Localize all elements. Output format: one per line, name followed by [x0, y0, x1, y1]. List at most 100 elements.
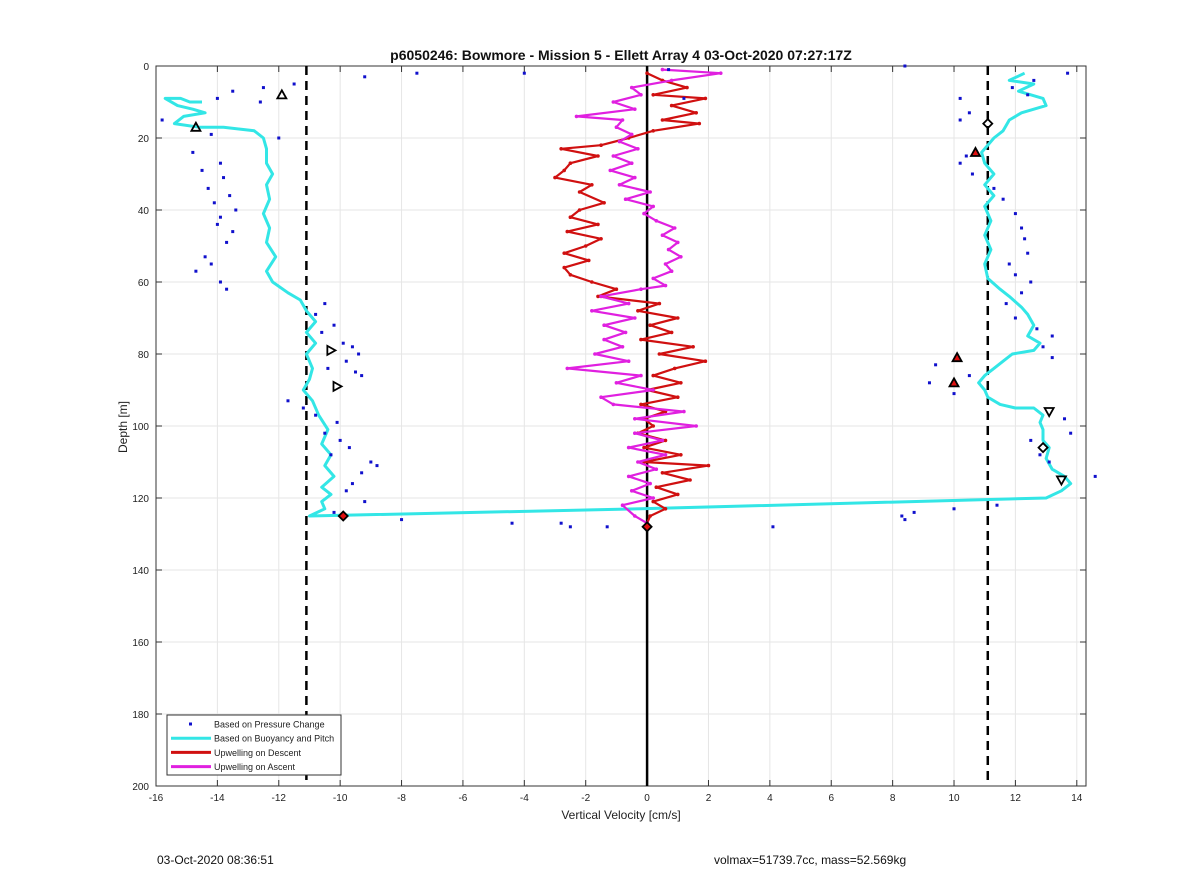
- ascent-point: [636, 460, 640, 464]
- pressure-point: [326, 366, 330, 370]
- plot-frame: [155, 65, 1087, 787]
- event-marker: [337, 510, 350, 522]
- pressure-point: [301, 406, 305, 410]
- pressure-point: [314, 413, 318, 417]
- descent-point: [675, 492, 680, 497]
- x-tick-label: -14: [210, 793, 225, 804]
- ascent-point: [642, 211, 646, 216]
- ascent-point: [620, 118, 625, 122]
- event-marker: [1037, 441, 1049, 454]
- event-marker: [947, 376, 961, 388]
- pressure-point: [958, 161, 962, 165]
- pressure-point: [1069, 431, 1073, 435]
- pressure-point: [332, 510, 336, 514]
- ascent-point: [593, 352, 597, 356]
- ascent-point: [574, 114, 579, 119]
- descent-point: [602, 201, 606, 205]
- markers-layer: [189, 88, 1068, 533]
- ascent-point: [651, 496, 656, 500]
- series-layer: [160, 64, 1097, 529]
- y-tick-label: 60: [138, 278, 150, 289]
- descent-point: [679, 381, 683, 385]
- chart-title: p6050246: Bowmore - Mission 5 - Ellett A…: [390, 47, 852, 63]
- pressure-point: [231, 89, 235, 93]
- x-tick-label: 8: [890, 793, 896, 804]
- pressure-point: [903, 518, 907, 522]
- y-tick-label: 0: [143, 62, 149, 73]
- pressure-point: [964, 154, 968, 158]
- pressure-point: [967, 111, 971, 115]
- y-tick-label: 120: [132, 494, 149, 505]
- ascent-point: [599, 395, 603, 400]
- descent-point: [583, 244, 588, 248]
- descent-point: [669, 330, 674, 335]
- descent-point: [565, 229, 570, 234]
- pressure-point: [967, 374, 971, 378]
- legend-box: [166, 714, 342, 776]
- pressure-point: [160, 118, 164, 122]
- ascent-point: [672, 226, 677, 230]
- pressure-point: [314, 312, 318, 316]
- ascent-point: [660, 233, 665, 237]
- ascent-point: [620, 345, 625, 349]
- event-marker: [641, 521, 653, 533]
- ascent-point: [651, 204, 656, 209]
- pressure-point: [1013, 316, 1017, 320]
- footer-timestamp: 03-Oct-2020 08:36:51: [157, 853, 274, 867]
- ascent-point: [626, 445, 631, 450]
- descent-point: [679, 453, 683, 457]
- x-tick-label: 2: [706, 793, 712, 804]
- pressure-point: [218, 161, 222, 165]
- descent-point: [577, 208, 582, 212]
- pressure-point: [1050, 334, 1054, 338]
- x-tick-label: 12: [1010, 793, 1022, 804]
- x-tick-label: -6: [458, 793, 467, 804]
- ascent-point: [623, 330, 628, 335]
- ascent-point: [654, 467, 659, 472]
- ascent-point: [633, 107, 637, 111]
- descent-point: [694, 111, 698, 115]
- descent-point: [559, 147, 563, 151]
- descent-point: [648, 323, 652, 328]
- descent-point: [596, 222, 600, 227]
- pressure-point: [261, 86, 265, 90]
- pressure-point: [1029, 438, 1033, 442]
- ascent-point: [590, 309, 594, 313]
- pressure-point: [415, 71, 419, 75]
- ascent-point: [679, 254, 683, 259]
- x-tick-label: 6: [828, 793, 834, 804]
- pressure-point: [1047, 460, 1051, 464]
- descent-point: [596, 294, 600, 299]
- pressure-point: [400, 518, 404, 522]
- ascent-point: [648, 190, 652, 194]
- pressure-point: [1010, 86, 1014, 90]
- pressure-point: [1013, 212, 1017, 216]
- pressure-point: [215, 222, 219, 226]
- ascent-point: [614, 125, 619, 129]
- series-pressure: [160, 64, 1097, 529]
- pressure-point: [215, 96, 219, 100]
- ascent-point: [626, 474, 631, 479]
- descent-point: [691, 345, 695, 349]
- descent-point: [568, 161, 573, 165]
- descent-point: [660, 471, 665, 475]
- descent-point: [614, 287, 619, 292]
- pressure-point: [1035, 327, 1039, 331]
- event-marker: [326, 344, 338, 357]
- ascent-point: [629, 132, 634, 137]
- ascent-point: [629, 85, 634, 90]
- pressure-point: [347, 446, 351, 450]
- x-tick-label: -8: [397, 793, 406, 804]
- pressure-point: [952, 507, 956, 511]
- ascent-point: [599, 294, 603, 299]
- descent-point: [586, 258, 591, 263]
- pressure-point: [1001, 197, 1005, 201]
- ascent-point: [611, 402, 616, 407]
- descent-point: [636, 309, 640, 313]
- legend-label-ascent: Upwelling on Ascent: [214, 762, 296, 772]
- legend-label-buoyancy: Based on Buoyancy and Pitch: [214, 734, 334, 744]
- pressure-point: [510, 521, 514, 525]
- descent-point: [562, 168, 567, 173]
- event-marker: [332, 380, 344, 393]
- pressure-point: [1026, 93, 1030, 97]
